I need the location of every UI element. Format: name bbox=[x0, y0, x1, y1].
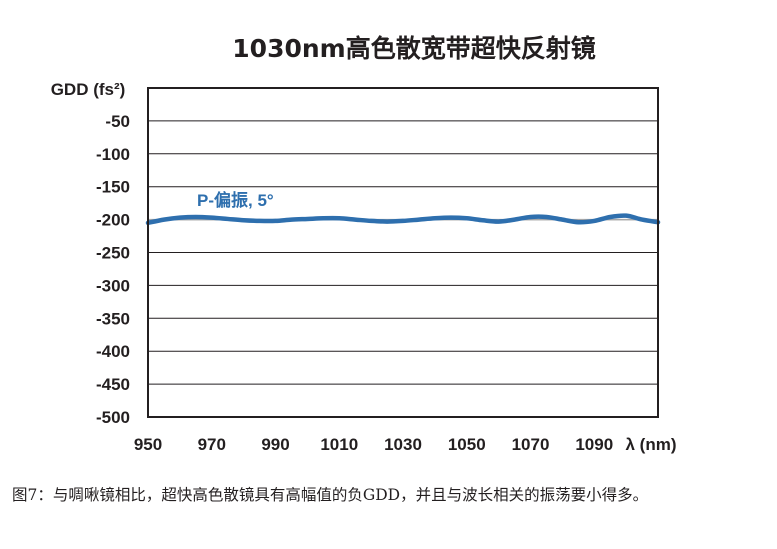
x-tick-label: 1050 bbox=[448, 435, 486, 454]
x-tick-label: 1010 bbox=[320, 435, 358, 454]
y-tick-label: -350 bbox=[96, 309, 130, 328]
y-tick-label: -50 bbox=[105, 112, 130, 131]
x-tick-label: 1070 bbox=[512, 435, 550, 454]
x-tick-label: 990 bbox=[261, 435, 289, 454]
y-tick-label: -500 bbox=[96, 408, 130, 427]
y-tick-label: -400 bbox=[96, 342, 130, 361]
y-tick-label: -150 bbox=[96, 178, 130, 197]
y-axis-label: GDD (fs²) bbox=[51, 80, 126, 99]
x-axis-label: λ (nm) bbox=[626, 435, 677, 454]
gdd-chart: 1030nm高色散宽带超快反射镜 -50 -100 -150 -200 -250 -300… bbox=[51, 34, 677, 454]
x-tick-label: 950 bbox=[134, 435, 162, 454]
y-tick-label: -300 bbox=[96, 276, 130, 295]
y-tick-label: -450 bbox=[96, 375, 130, 394]
figure-caption: 图7：与啁啾镜相比，超快高色散镜具有高幅值的负GDD，并且与波长相关的振荡要小得… bbox=[12, 486, 649, 504]
series-layer bbox=[145, 213, 661, 226]
y-tick-label: -250 bbox=[96, 244, 130, 263]
y-tick-label: -200 bbox=[96, 211, 130, 230]
series-line-p-polarization bbox=[145, 213, 661, 226]
x-tick-label: 1090 bbox=[575, 435, 613, 454]
x-tick-label: 970 bbox=[198, 435, 226, 454]
x-tick-labels: 950 970 990 1010 1030 1050 1070 1090 bbox=[134, 435, 613, 454]
chart-title: 1030nm高色散宽带超快反射镜 bbox=[232, 34, 595, 63]
y-tick-label: -100 bbox=[96, 145, 130, 164]
series-label: P-偏振, 5° bbox=[197, 190, 274, 210]
y-tick-labels: -50 -100 -150 -200 -250 -300 -350 -400 -450 -500 bbox=[96, 112, 130, 427]
x-tick-label: 1030 bbox=[384, 435, 422, 454]
plot-frame bbox=[147, 87, 659, 418]
